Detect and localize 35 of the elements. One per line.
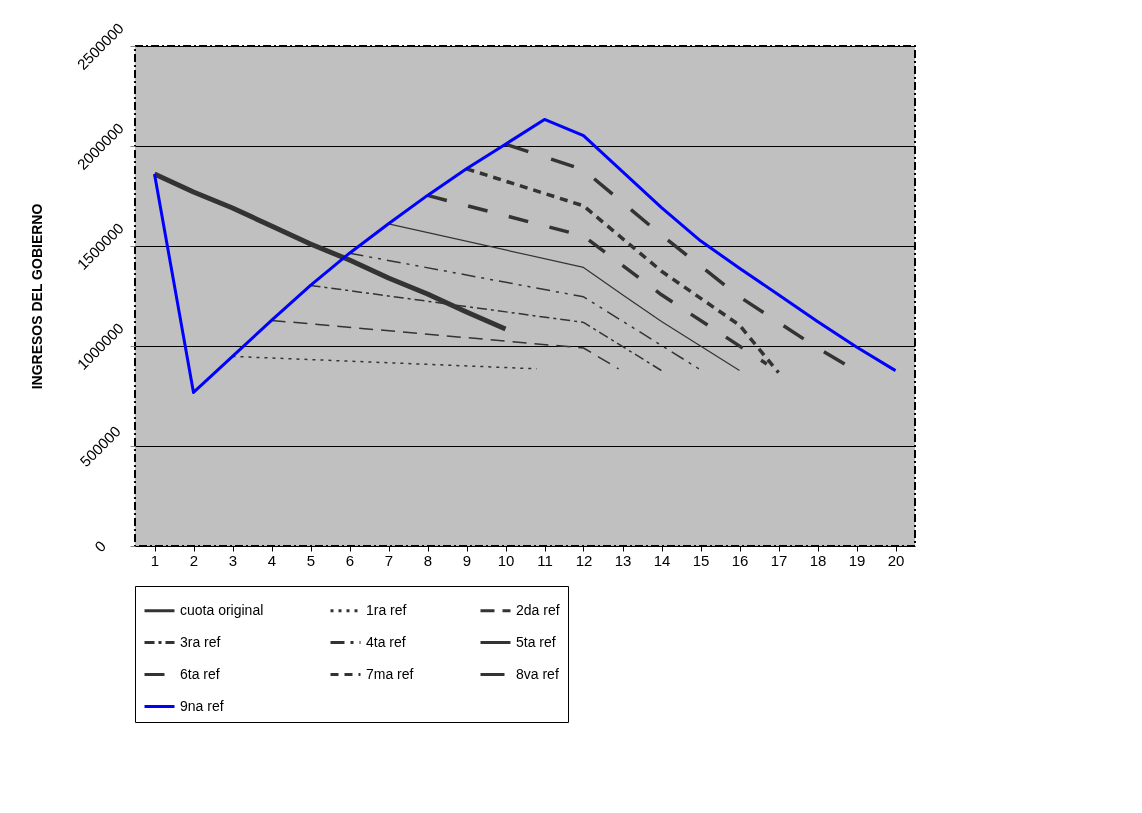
line-series: [387, 223, 741, 372]
x-tick-label: 5: [306, 551, 316, 569]
x-tick-label: 2: [189, 551, 199, 569]
legend-label: 9na ref: [180, 697, 224, 714]
x-tick-label: 14: [653, 551, 671, 569]
legend-label: 5ta ref: [516, 633, 556, 650]
x-tick-label: 3: [228, 551, 238, 569]
legend-label: cuota original: [180, 601, 264, 618]
x-tick-label: 9: [462, 551, 472, 569]
x-tick-label: 12: [575, 551, 593, 569]
legend-label: 3ra ref: [180, 633, 221, 650]
line-series: [153, 117, 897, 394]
x-tick-label: 16: [731, 551, 749, 569]
legend-label: 2da ref: [516, 601, 560, 618]
legend-label: 1ra ref: [366, 601, 407, 618]
x-tick-label: 18: [809, 551, 827, 569]
legend-label: 6ta ref: [180, 665, 220, 682]
y-tick-label: 0: [91, 537, 110, 556]
x-tick-label: 20: [887, 551, 905, 569]
line-series: [503, 142, 847, 366]
x-tick-label: 10: [497, 551, 515, 569]
x-tick-label: 8: [423, 551, 433, 569]
x-tick-label: 4: [267, 551, 277, 569]
x-tick-label: 6: [345, 551, 355, 569]
legend-label: 4ta ref: [366, 633, 406, 650]
legend-label: 7ma ref: [366, 665, 414, 682]
x-tick-label: 15: [692, 551, 710, 569]
x-tick-label: 17: [770, 551, 788, 569]
x-tick-label: 7: [384, 551, 394, 569]
y-axis-title: INGRESOS DEL GOBIERNO: [28, 203, 45, 390]
x-tick-label: 1: [150, 551, 160, 569]
x-tick-label: 11: [537, 551, 553, 569]
legend-label: 8va ref: [516, 665, 559, 682]
x-tick-label: 13: [614, 551, 632, 569]
x-tick-label: 19: [848, 551, 866, 569]
